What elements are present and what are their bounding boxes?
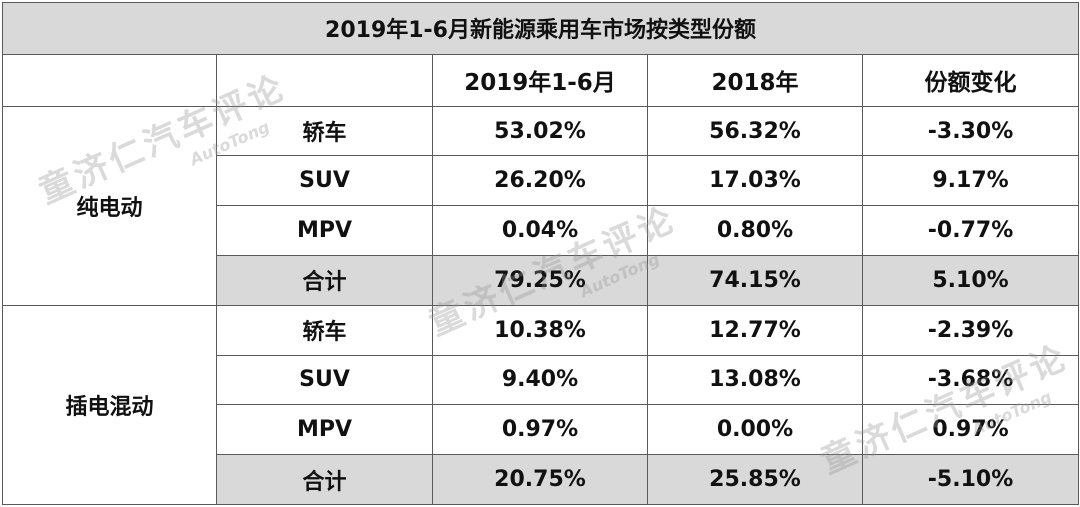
group-label: 纯电动	[2, 105, 217, 306]
type-cell: 合计	[216, 254, 433, 306]
header-blank-1	[2, 53, 217, 107]
value-2019-cell: 53.02%	[432, 105, 648, 157]
value-2019-cell: 9.40%	[432, 354, 648, 406]
value-2019-cell: 79.25%	[432, 254, 648, 306]
type-cell: 轿车	[216, 105, 433, 157]
change-cell: -3.30%	[861, 105, 1080, 157]
type-cell: MPV	[216, 205, 433, 256]
header-2019: 2019年1-6月	[432, 53, 648, 107]
type-cell: MPV	[216, 404, 433, 456]
change-cell: 5.10%	[861, 254, 1080, 306]
type-cell: SUV	[216, 354, 433, 406]
table-row: 纯电动 轿车 53.02% 56.32% -3.30%	[2, 105, 1080, 306]
value-2018-cell: 56.32%	[647, 105, 863, 157]
value-2018-cell: 74.15%	[647, 254, 863, 306]
value-2018-cell: 17.03%	[647, 155, 863, 207]
change-cell: 0.97%	[861, 404, 1080, 456]
value-2019-cell: 0.97%	[432, 404, 648, 456]
table-row: 插电混动 轿车 10.38% 12.77% -2.39%	[2, 304, 1080, 506]
type-cell: SUV	[216, 155, 433, 207]
table-row: 合计 20.75% 25.85% -5.10%	[3, 454, 1080, 505]
change-cell: -3.68%	[861, 354, 1080, 406]
table-row: SUV 9.40% 13.08% -3.68%	[3, 354, 1080, 406]
group-label: 插电混动	[2, 304, 217, 506]
value-2018-cell: 0.80%	[647, 205, 863, 256]
table-row: MPV 0.97% 0.00% 0.97%	[3, 404, 1080, 456]
value-2018-cell: 0.00%	[647, 404, 863, 456]
value-2018-cell: 12.77%	[647, 304, 863, 356]
header-2018: 2018年	[647, 53, 863, 107]
change-cell: -0.77%	[861, 205, 1080, 256]
value-2018-cell: 25.85%	[647, 454, 863, 505]
value-2019-cell: 0.04%	[432, 205, 648, 256]
value-2018-cell: 13.08%	[647, 354, 863, 406]
header-change: 份额变化	[861, 53, 1080, 107]
type-cell: 合计	[216, 454, 433, 505]
change-cell: -5.10%	[861, 454, 1080, 505]
table-row: 合计 79.25% 74.15% 5.10%	[3, 254, 1080, 306]
change-cell: -2.39%	[861, 304, 1080, 356]
table-title: 2019年1-6月新能源乘用车市场按类型份额	[1, 2, 1080, 55]
value-2019-cell: 26.20%	[432, 155, 648, 207]
header-blank-2	[216, 53, 433, 107]
type-cell: 轿车	[216, 304, 433, 356]
value-2019-cell: 10.38%	[432, 304, 648, 356]
change-cell: 9.17%	[861, 155, 1080, 207]
value-2019-cell: 20.75%	[432, 454, 648, 505]
